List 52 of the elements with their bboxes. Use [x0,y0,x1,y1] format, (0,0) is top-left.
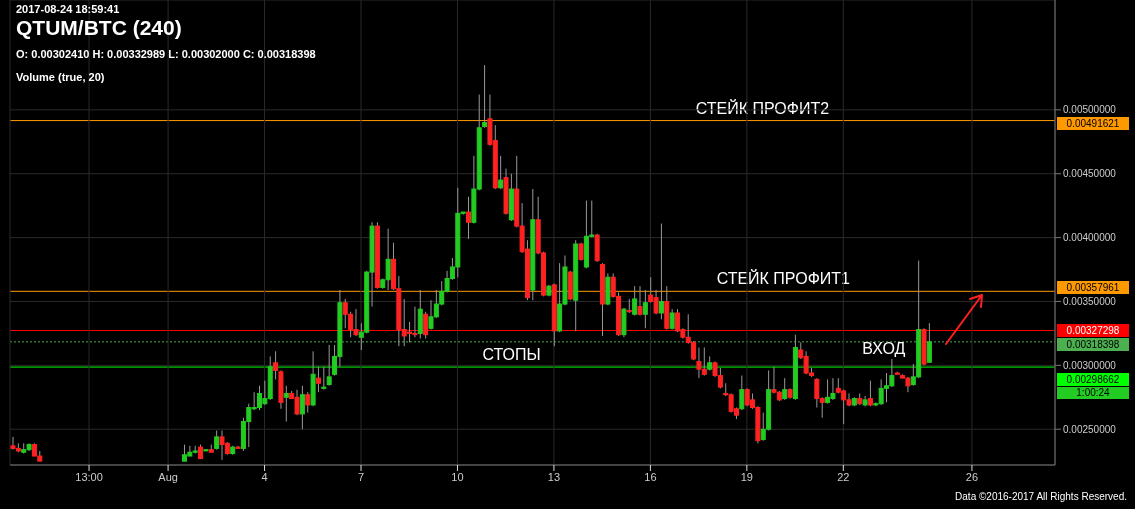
y-tick-label: 0.00250000 [1063,423,1117,435]
x-tick-label: 10 [451,470,464,483]
x-tick-label: 13:00 [75,470,103,483]
text: Data ©2016-2017 All Rights Reserved. [955,491,1127,502]
x-tick-label: 26 [965,470,979,483]
x-tick-label: 19 [740,470,753,483]
candlestick [283,385,289,423]
candlestick [637,285,643,317]
x-tick-label: 7 [357,470,365,483]
candlestick [273,350,279,380]
annotation: ВХОД [862,339,906,358]
candlestick [658,223,664,320]
y-tick-label: 0.00300000 [1063,359,1117,371]
candlestick [632,285,638,317]
x-tick-label: 22 [837,470,850,483]
candlestick [321,366,327,391]
text: 0.00318398 [1057,337,1129,351]
text: 0.00298662 [1057,372,1129,386]
ref-line-label: СТОПЫ [482,346,541,364]
candlestick [669,308,675,331]
candlestick [642,289,648,329]
annotation: 2017-08-24 18:59:41 [16,3,120,15]
annotation: Volume (true, 20) [16,71,105,83]
candlestick [305,391,311,414]
candlestick [423,311,429,340]
text: 0.00491621 [1057,117,1129,131]
x-tick-label: 4 [261,470,268,483]
x-tick-label: Aug [158,470,178,483]
text: 1:00:24 [1057,386,1129,399]
ref-line-label: СТЕЙК ПРОФИТ2 [695,98,830,117]
candlestick [299,385,305,430]
y-tick-label: 0.00450000 [1063,168,1117,180]
y-tick-label: 0.00350000 [1063,296,1117,308]
candlestick [782,377,788,401]
candlestick [315,366,321,393]
y-tick-label: 0.00400000 [1063,232,1117,244]
candlestick [326,344,332,387]
text: O: 0.00302410 H: 0.00332989 L: 0.00302000 C: 0.00318398 [16,48,316,60]
text: QTUM/BTC (240) [16,16,182,40]
candlestick [466,196,472,240]
x-tick-label: 16 [644,470,657,483]
ref-line-label: СТЕЙК ПРОФИТ1 [716,269,851,288]
text: 0.00327298 [1057,323,1129,337]
candlestick [926,322,932,364]
text: 0.00357961 [1057,280,1129,294]
candlestick [482,64,488,129]
candlestick [498,155,504,190]
candlestick [867,380,873,407]
x-tick-label: 13 [547,470,561,483]
candlestick [739,375,745,411]
y-tick-label: 0.00500000 [1063,104,1117,116]
candlestick [214,430,220,451]
